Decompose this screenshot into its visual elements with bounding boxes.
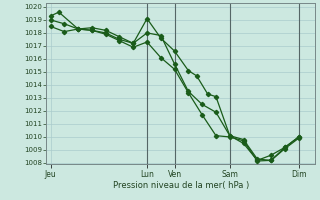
X-axis label: Pression niveau de la mer( hPa ): Pression niveau de la mer( hPa ) bbox=[113, 181, 249, 190]
